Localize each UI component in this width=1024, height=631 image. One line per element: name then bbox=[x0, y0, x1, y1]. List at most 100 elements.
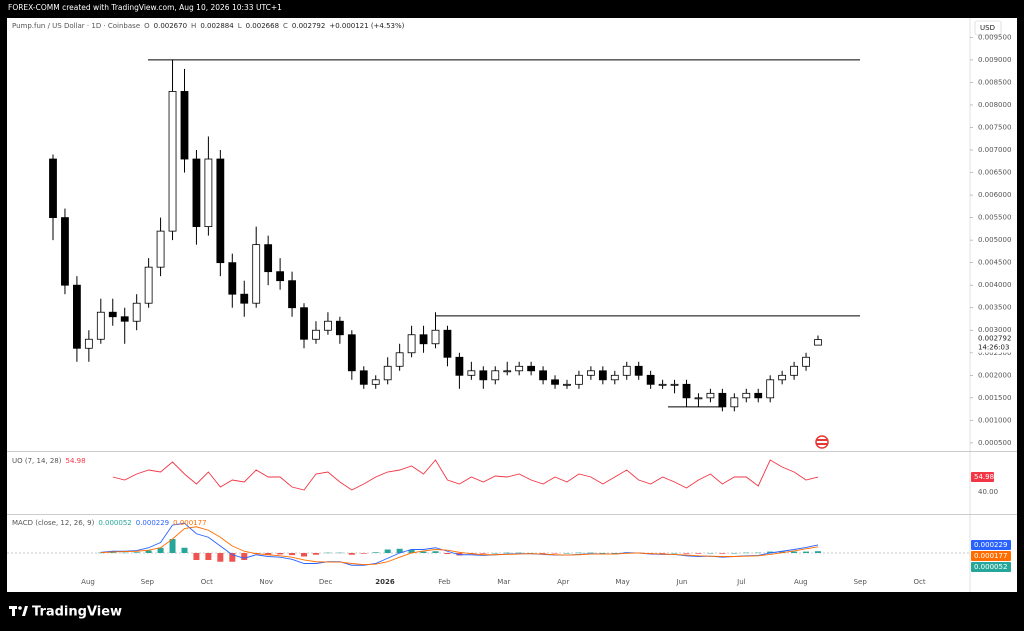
x-tick-label: Aug bbox=[81, 578, 95, 586]
histogram-bar bbox=[815, 551, 821, 553]
histogram-bar bbox=[516, 552, 523, 554]
histogram-bar bbox=[540, 552, 547, 554]
x-tick-label: Oct bbox=[914, 578, 926, 586]
candle-body bbox=[586, 370, 595, 376]
histogram-bar bbox=[181, 547, 188, 553]
indicator-value: 0.000229 bbox=[136, 519, 169, 527]
candle-body bbox=[790, 365, 798, 376]
histogram-bar bbox=[743, 552, 750, 554]
candle-body bbox=[156, 230, 165, 268]
candle-body bbox=[455, 356, 464, 376]
histogram-bar bbox=[372, 552, 379, 553]
candle-body bbox=[252, 244, 261, 304]
y-tick-label: 0.001500 bbox=[978, 394, 1011, 402]
histogram-bar bbox=[504, 552, 511, 554]
candle-body bbox=[347, 334, 356, 372]
symbol-title: Pump.fun / US Dollar · 1D · Coinbase bbox=[12, 22, 140, 30]
candle-body bbox=[120, 316, 129, 322]
y-tick-label: 0.003500 bbox=[978, 304, 1011, 312]
x-tick-label: Dec bbox=[319, 578, 333, 586]
indicator-value: 0.000177 bbox=[173, 519, 206, 527]
flag-icon bbox=[815, 435, 829, 449]
currency[interactable]: USD bbox=[980, 24, 995, 32]
x-tick-label: Sep bbox=[141, 578, 155, 586]
candle-body bbox=[96, 311, 105, 340]
y-tick-label: 0.007500 bbox=[978, 123, 1011, 131]
x-tick-label: Nov bbox=[259, 578, 273, 586]
histogram-bar bbox=[671, 552, 678, 554]
histogram-bar bbox=[97, 552, 104, 554]
x-tick-label: Oct bbox=[201, 578, 213, 586]
candle-body bbox=[180, 91, 189, 160]
candle-body bbox=[754, 392, 763, 399]
histogram-bar bbox=[265, 552, 272, 555]
x-tick-label: Feb bbox=[438, 578, 451, 586]
histogram-bar bbox=[145, 550, 152, 553]
y-tick-label: 0.001000 bbox=[978, 416, 1011, 424]
y-tick-label: 0.004500 bbox=[978, 259, 1011, 267]
candle-body bbox=[563, 383, 571, 386]
ohlc-value: 0.002884 bbox=[200, 22, 234, 30]
candle-body bbox=[682, 383, 691, 399]
histogram-bar bbox=[169, 539, 176, 553]
histogram-bar bbox=[456, 552, 463, 556]
change: +0.000121 (+4.53%) bbox=[329, 22, 404, 30]
candle-body bbox=[312, 329, 320, 340]
histogram-bar bbox=[575, 552, 582, 554]
x-tick-label: Mar bbox=[497, 578, 510, 586]
candle-body bbox=[622, 365, 631, 376]
value-tag-label: 0.000229 bbox=[974, 541, 1007, 549]
histogram-bar bbox=[229, 552, 236, 562]
histogram-bar bbox=[492, 552, 499, 554]
histogram-bar bbox=[563, 552, 570, 554]
histogram-bar bbox=[767, 551, 774, 553]
candle-body bbox=[383, 365, 392, 381]
candle-body bbox=[646, 374, 655, 385]
candle-body bbox=[144, 266, 153, 304]
candle-body bbox=[228, 262, 237, 295]
histogram-bar bbox=[755, 552, 762, 554]
macd-line bbox=[100, 522, 819, 566]
ohlc-label: O bbox=[144, 22, 150, 30]
y-tick-label: 0.003000 bbox=[978, 326, 1011, 334]
value-tag bbox=[971, 561, 1011, 572]
y-tick-label: 0.005000 bbox=[978, 236, 1011, 244]
histogram-bar bbox=[695, 552, 702, 554]
histogram-bar bbox=[480, 552, 487, 554]
histogram-bar bbox=[611, 552, 618, 554]
candle-body bbox=[359, 370, 368, 385]
x-tick-label: May bbox=[615, 578, 629, 586]
indicator-title: MACD (close, 12, 26, 9) bbox=[12, 519, 95, 527]
histogram-bar bbox=[360, 552, 367, 554]
candle-body bbox=[192, 158, 201, 228]
y-tick-label: 0.004000 bbox=[978, 281, 1011, 289]
value-tag-label: 54.98 bbox=[974, 473, 994, 481]
y-tick-label: 0.009500 bbox=[978, 33, 1011, 41]
y-tick-label: 0.008500 bbox=[978, 78, 1011, 86]
histogram-bar bbox=[312, 552, 319, 555]
ohlc-value: 0.002792 bbox=[292, 22, 325, 30]
currency-box[interactable] bbox=[974, 20, 1002, 36]
histogram-bar bbox=[683, 552, 690, 554]
price-tag-label: 0.002792 bbox=[978, 335, 1011, 343]
indicator-value: 0.000052 bbox=[98, 519, 131, 527]
candle-body bbox=[84, 338, 93, 349]
candle-body bbox=[491, 370, 500, 381]
y-tick-label: 0.007000 bbox=[978, 146, 1011, 154]
y-tick-label: 0.006000 bbox=[978, 191, 1011, 199]
x-tick-label: Sep bbox=[854, 578, 868, 586]
chart-area bbox=[7, 18, 1017, 592]
y-tick-label: 0.002000 bbox=[978, 371, 1011, 379]
candle-body bbox=[288, 280, 296, 309]
macd-line bbox=[100, 526, 819, 565]
histogram-bar bbox=[396, 548, 403, 553]
brand-logo bbox=[9, 606, 28, 616]
candle-body bbox=[706, 392, 715, 399]
histogram-bar bbox=[133, 552, 140, 553]
candle-body bbox=[264, 244, 273, 273]
candle-body bbox=[802, 356, 810, 367]
candle-body bbox=[778, 374, 787, 381]
histogram-bar bbox=[707, 552, 714, 554]
countdown: 14:26:03 bbox=[978, 344, 1009, 352]
